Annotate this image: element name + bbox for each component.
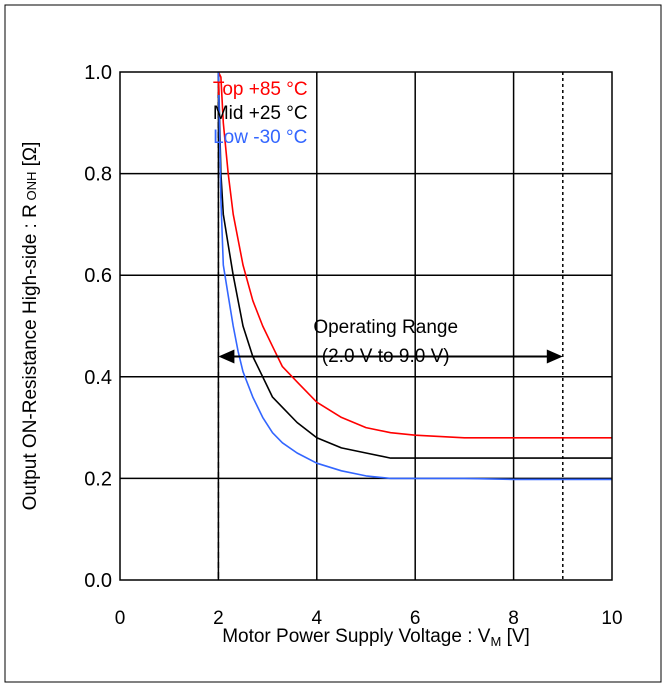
legend-entry-mid: Mid +25 °C [213,103,308,124]
y-axis-label-main: Output ON-Resistance High-side : R [20,204,41,510]
y-tick-labels: 0.0 0.2 0.4 0.6 0.8 1.0 [84,62,112,592]
x-tick-label: 6 [410,608,421,629]
y-axis-label-unit: [Ω] [20,142,41,172]
range-arrow-head-left [218,349,235,364]
series-line-mid [217,71,612,459]
legend-entry-low: Low -30 °C [213,127,307,148]
y-axis-label: Output ON-Resistance High-side : R ONH [… [20,142,41,511]
x-axis-label-main: Motor Power Supply Voltage : V [222,626,491,647]
operating-range-markers [217,72,564,580]
legend-entry-top: Top +85 °C [213,79,308,100]
x-tick-labels: 0 2 4 6 8 10 [115,608,623,629]
x-tick-label: 10 [601,608,622,629]
y-axis-label-sub: ONH [24,172,39,205]
y-tick-label: 0.2 [84,468,112,490]
x-tick-label: 4 [312,608,323,629]
x-axis-label-unit: [V] [501,626,530,647]
series-line-top [217,71,612,439]
operating-range-annotation: Operating Range (2.0 V to 9.0 V) [218,317,563,367]
legend: Top +85 °C Mid +25 °C Low -30 °C [213,79,308,148]
plot-area-border [119,71,613,581]
series-line-low [217,71,612,481]
x-tick-label: 2 [213,608,224,629]
x-tick-label: 8 [508,608,519,629]
range-arrow-head-right [546,349,563,364]
y-tick-label: 1.0 [84,62,112,84]
x-axis-label-sub: M [490,634,501,649]
y-tick-label: 0.8 [84,164,112,186]
y-tick-label: 0.6 [84,265,112,287]
x-axis-label: Motor Power Supply Voltage : VM [V] [222,626,530,649]
y-tick-label: 0.0 [84,570,112,592]
series-lines [217,71,612,481]
x-tick-label: 0 [115,608,126,629]
annotation-line-1: Operating Range [313,317,458,338]
annotation-line-2: (2.0 V to 9.0 V) [322,346,450,367]
chart-border [4,4,662,683]
y-tick-label: 0.4 [84,367,112,389]
